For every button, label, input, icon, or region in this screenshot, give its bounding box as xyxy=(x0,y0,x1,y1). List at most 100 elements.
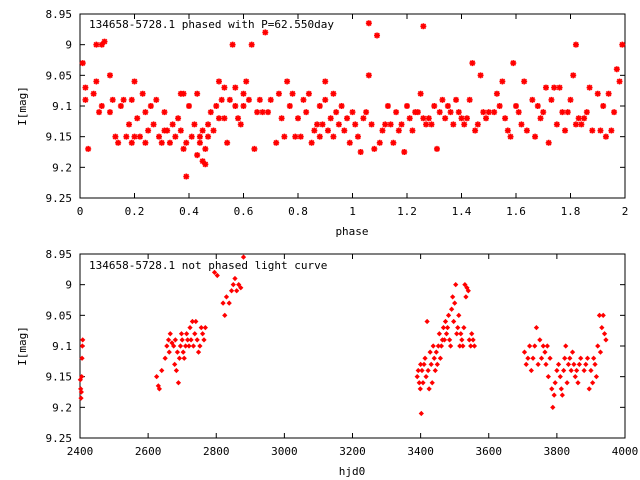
data-point xyxy=(469,331,475,337)
data-point xyxy=(202,145,209,152)
data-point xyxy=(181,355,187,361)
data-point xyxy=(456,312,462,318)
data-point xyxy=(418,361,424,368)
data-point xyxy=(452,300,458,306)
data-point xyxy=(338,103,345,109)
data-point xyxy=(174,349,181,355)
data-point xyxy=(387,121,394,128)
data-point xyxy=(90,90,97,97)
data-point xyxy=(545,139,552,146)
data-point xyxy=(480,109,487,116)
data-point xyxy=(164,127,171,134)
data-point xyxy=(197,343,203,349)
data-point xyxy=(214,272,220,279)
data-point xyxy=(436,331,442,337)
y-tick-label: 9 xyxy=(65,39,72,52)
data-point xyxy=(528,367,534,374)
data-point xyxy=(384,103,391,109)
data-point xyxy=(344,115,351,122)
data-point xyxy=(292,133,299,140)
data-point xyxy=(540,109,547,116)
data-point xyxy=(613,66,620,73)
phased-axis-ticks: 0 0.2 0.4 0.6 0.8 1 1.2 1.4 1.6 1.8 2 8.95 9 9.05 9.1 9… xyxy=(46,8,629,218)
data-point xyxy=(150,121,157,128)
data-point xyxy=(493,90,500,97)
data-point xyxy=(221,115,228,122)
data-point xyxy=(101,38,108,45)
data-point xyxy=(308,139,315,146)
data-point xyxy=(374,32,381,39)
data-point xyxy=(330,90,337,97)
data-point xyxy=(183,139,190,146)
y-tick-label: 9 xyxy=(65,279,72,292)
data-point xyxy=(608,127,615,134)
data-point xyxy=(592,361,598,368)
x-tick-label: 0 xyxy=(77,205,84,218)
data-point xyxy=(180,349,186,355)
data-point xyxy=(79,60,86,67)
x-tick-label: 3400 xyxy=(407,445,434,458)
data-point xyxy=(360,115,367,122)
data-point xyxy=(251,145,258,152)
data-point xyxy=(523,127,530,134)
x-tick-label: 3800 xyxy=(544,445,571,458)
x-tick-label: 1.4 xyxy=(452,205,472,218)
data-point xyxy=(178,331,185,337)
data-point xyxy=(156,386,162,392)
x-tick-label: 1.6 xyxy=(506,205,526,218)
data-point xyxy=(439,96,446,103)
data-point xyxy=(79,343,86,349)
data-point xyxy=(245,96,252,103)
data-point xyxy=(254,109,261,116)
y-tick-label: 8.95 xyxy=(46,248,73,261)
data-point xyxy=(154,374,160,380)
phased-y-axis-label: I[mag] xyxy=(16,86,29,126)
data-point xyxy=(425,115,432,122)
data-point xyxy=(80,337,86,343)
data-point xyxy=(544,343,550,349)
data-point xyxy=(284,78,291,85)
unphased-x-axis-label: hjd0 xyxy=(339,465,366,478)
x-tick-label: 0.4 xyxy=(179,205,199,218)
data-point xyxy=(128,139,135,146)
data-point xyxy=(224,139,231,146)
data-point xyxy=(106,72,113,79)
data-point xyxy=(120,96,127,103)
data-point xyxy=(491,109,498,116)
data-point xyxy=(213,103,220,109)
data-point xyxy=(379,127,386,134)
data-point xyxy=(98,103,105,109)
data-point xyxy=(451,318,457,325)
data-point xyxy=(518,121,525,128)
data-point xyxy=(202,161,209,168)
data-point xyxy=(232,103,239,109)
data-point xyxy=(550,404,556,410)
y-tick-label: 9.1 xyxy=(52,100,72,113)
data-point xyxy=(158,139,165,146)
data-point xyxy=(485,109,492,116)
data-point xyxy=(220,300,226,306)
data-point xyxy=(333,109,340,116)
data-point xyxy=(303,109,310,116)
y-tick-label: 9.15 xyxy=(46,371,73,384)
data-point xyxy=(448,306,455,312)
data-point xyxy=(461,121,468,128)
data-point xyxy=(156,133,163,140)
data-point xyxy=(232,84,239,91)
data-point xyxy=(432,367,438,374)
data-point xyxy=(551,84,558,91)
data-point xyxy=(215,115,222,122)
data-point xyxy=(297,133,304,140)
data-point xyxy=(455,109,462,116)
data-point xyxy=(153,96,160,103)
data-point xyxy=(463,294,469,300)
x-tick-label: 2800 xyxy=(203,445,230,458)
data-point xyxy=(543,361,549,368)
data-point xyxy=(428,361,434,368)
data-point xyxy=(414,109,421,116)
data-point xyxy=(453,282,459,288)
data-point xyxy=(145,127,152,134)
data-point xyxy=(556,84,563,91)
data-point xyxy=(211,269,218,276)
data-point xyxy=(188,133,195,140)
